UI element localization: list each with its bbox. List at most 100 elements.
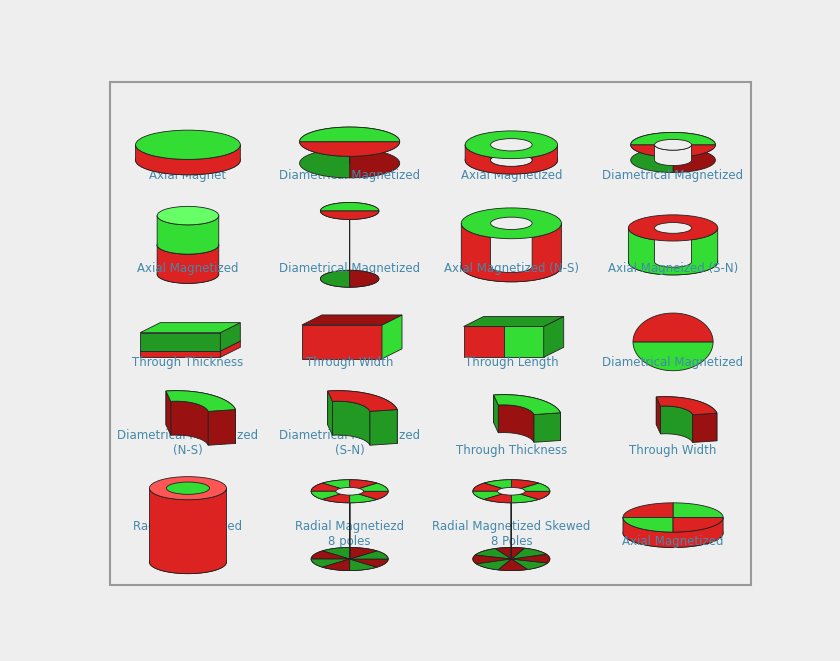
- Ellipse shape: [473, 547, 550, 570]
- Polygon shape: [166, 391, 235, 411]
- Polygon shape: [140, 332, 220, 351]
- Polygon shape: [349, 202, 379, 288]
- Ellipse shape: [465, 146, 558, 174]
- Text: Radial Magnetized
2 Poles: Radial Magnetized 2 Poles: [134, 520, 243, 548]
- Text: Through Length: Through Length: [465, 356, 558, 369]
- Polygon shape: [673, 132, 716, 173]
- Polygon shape: [349, 480, 377, 559]
- Polygon shape: [323, 480, 349, 559]
- Ellipse shape: [623, 518, 723, 547]
- Polygon shape: [464, 317, 564, 327]
- Polygon shape: [475, 480, 512, 559]
- Polygon shape: [494, 395, 560, 414]
- Text: Through Width: Through Width: [629, 444, 717, 457]
- Ellipse shape: [150, 551, 227, 574]
- Polygon shape: [543, 317, 564, 358]
- Polygon shape: [473, 483, 512, 491]
- Polygon shape: [534, 412, 560, 442]
- Polygon shape: [512, 491, 538, 503]
- Polygon shape: [512, 491, 550, 563]
- Polygon shape: [320, 202, 379, 211]
- Ellipse shape: [461, 251, 561, 282]
- Polygon shape: [349, 491, 388, 567]
- Polygon shape: [157, 245, 218, 284]
- Polygon shape: [504, 327, 543, 358]
- Polygon shape: [473, 491, 512, 570]
- Polygon shape: [349, 483, 388, 491]
- Polygon shape: [654, 228, 691, 267]
- Ellipse shape: [491, 139, 533, 151]
- Polygon shape: [633, 313, 713, 342]
- Ellipse shape: [135, 145, 240, 175]
- Polygon shape: [484, 491, 512, 503]
- Polygon shape: [628, 228, 717, 275]
- Polygon shape: [512, 480, 538, 491]
- Text: Radial Magnetized Skewed
8 Poles: Radial Magnetized Skewed 8 Poles: [432, 520, 591, 548]
- Polygon shape: [349, 491, 377, 503]
- Polygon shape: [494, 395, 560, 440]
- Polygon shape: [370, 410, 397, 446]
- Polygon shape: [654, 145, 691, 165]
- Polygon shape: [512, 483, 550, 491]
- Ellipse shape: [320, 270, 379, 288]
- Polygon shape: [157, 215, 218, 254]
- Text: Axial Magnetized: Axial Magnetized: [622, 535, 724, 548]
- Text: Radial Magnetiezd
8 poles: Radial Magnetiezd 8 poles: [295, 520, 404, 548]
- Text: Axial Magnetized (N-S): Axial Magnetized (N-S): [444, 262, 579, 275]
- Polygon shape: [512, 483, 550, 559]
- Polygon shape: [320, 202, 349, 288]
- Ellipse shape: [491, 217, 533, 229]
- Polygon shape: [623, 518, 673, 532]
- Polygon shape: [323, 491, 349, 503]
- Polygon shape: [633, 342, 713, 371]
- Polygon shape: [135, 145, 240, 175]
- Polygon shape: [349, 127, 400, 178]
- Polygon shape: [171, 401, 208, 446]
- Text: Through Width: Through Width: [306, 356, 393, 369]
- Polygon shape: [512, 491, 550, 500]
- Polygon shape: [328, 391, 397, 411]
- Polygon shape: [140, 323, 240, 332]
- Polygon shape: [494, 395, 498, 433]
- Polygon shape: [320, 211, 379, 219]
- Text: Diametrical Magnetized: Diametrical Magnetized: [279, 169, 420, 182]
- Polygon shape: [311, 491, 349, 567]
- Polygon shape: [473, 491, 512, 500]
- Polygon shape: [208, 410, 235, 446]
- Text: Axial Magnet: Axial Magnet: [150, 169, 227, 182]
- Polygon shape: [166, 391, 235, 444]
- Polygon shape: [140, 341, 240, 351]
- Polygon shape: [498, 405, 534, 442]
- Polygon shape: [512, 491, 548, 570]
- Polygon shape: [311, 483, 349, 491]
- Ellipse shape: [628, 215, 717, 241]
- Polygon shape: [484, 480, 512, 491]
- Polygon shape: [300, 127, 349, 178]
- Ellipse shape: [157, 235, 218, 254]
- Text: Axial Magneized (S-N): Axial Magneized (S-N): [608, 262, 738, 275]
- Polygon shape: [333, 401, 370, 446]
- Ellipse shape: [465, 131, 558, 159]
- Polygon shape: [323, 491, 349, 570]
- Polygon shape: [302, 325, 382, 359]
- Polygon shape: [623, 503, 673, 518]
- Polygon shape: [140, 351, 220, 358]
- Polygon shape: [328, 391, 397, 444]
- Ellipse shape: [654, 139, 691, 150]
- Polygon shape: [495, 480, 538, 559]
- Text: Through Thickness: Through Thickness: [133, 356, 244, 369]
- Text: Axial Magnetized: Axial Magnetized: [137, 262, 239, 275]
- Polygon shape: [660, 406, 693, 442]
- Polygon shape: [349, 491, 388, 500]
- Polygon shape: [302, 315, 402, 325]
- Text: Diametrical Magnetized
(N-S): Diametrical Magnetized (N-S): [118, 430, 259, 457]
- Ellipse shape: [135, 130, 240, 159]
- Polygon shape: [673, 503, 723, 518]
- Polygon shape: [631, 132, 716, 145]
- Ellipse shape: [166, 482, 209, 494]
- Polygon shape: [465, 145, 558, 174]
- Ellipse shape: [491, 154, 533, 167]
- Polygon shape: [491, 145, 533, 167]
- Ellipse shape: [497, 487, 525, 495]
- Polygon shape: [656, 397, 717, 414]
